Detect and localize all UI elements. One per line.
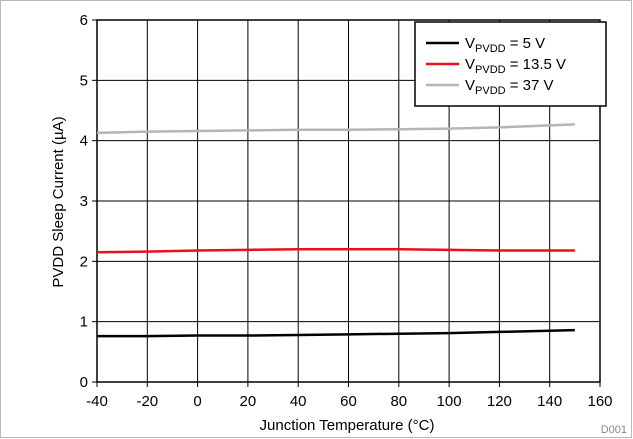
y-axis-label: PVDD Sleep Current (µA): [50, 116, 67, 287]
series-line-2: [96, 248, 575, 254]
x-tick-label: -40: [86, 393, 108, 410]
series-line-1: [97, 328, 575, 338]
series-line-3: [96, 123, 575, 135]
x-axis-ticks: -40 -20 0 20 40 60 80 100 120 140 160: [86, 382, 613, 410]
y-tick-label: 5: [80, 72, 88, 89]
x-tick-label: 140: [537, 393, 562, 410]
figure-id: D001: [601, 424, 627, 436]
x-tick-label: -20: [136, 393, 158, 410]
legend-label-base: V: [465, 56, 475, 73]
x-tick-label: 120: [487, 393, 512, 410]
x-axis-label: Junction Temperature (°C): [260, 417, 435, 434]
legend-label-subscript: PVDD: [475, 43, 506, 55]
legend-label-1: VPVDD = 5 V: [465, 35, 545, 55]
y-tick-label: 6: [80, 12, 88, 29]
x-tick-label: 40: [290, 393, 307, 410]
x-tick-label: 80: [390, 393, 407, 410]
legend-label-rest: = 13.5 V: [506, 56, 566, 73]
series-lines: [96, 123, 575, 338]
legend-label-subscript: PVDD: [475, 64, 506, 76]
x-tick-label: 100: [437, 393, 462, 410]
legend-label-rest: = 5 V: [506, 35, 546, 52]
y-tick-label: 0: [80, 374, 88, 391]
legend-label-base: V: [465, 77, 475, 94]
y-tick-label: 1: [80, 314, 88, 331]
legend-label-3: VPVDD = 37 V: [465, 77, 554, 97]
x-tick-label: 20: [240, 393, 257, 410]
y-tick-label: 2: [80, 253, 88, 270]
y-tick-label: 4: [80, 133, 88, 150]
legend-label-rest: = 37 V: [506, 77, 554, 94]
y-axis-ticks: 0 1 2 3 4 5 6: [80, 12, 97, 391]
x-tick-label: 0: [193, 393, 201, 410]
legend-label-subscript: PVDD: [475, 85, 506, 97]
x-tick-label: 160: [587, 393, 612, 410]
legend-label-2: VPVDD = 13.5 V: [465, 56, 566, 76]
legend-label-base: V: [465, 35, 475, 52]
y-tick-label: 3: [80, 193, 88, 210]
x-tick-label: 60: [340, 393, 357, 410]
